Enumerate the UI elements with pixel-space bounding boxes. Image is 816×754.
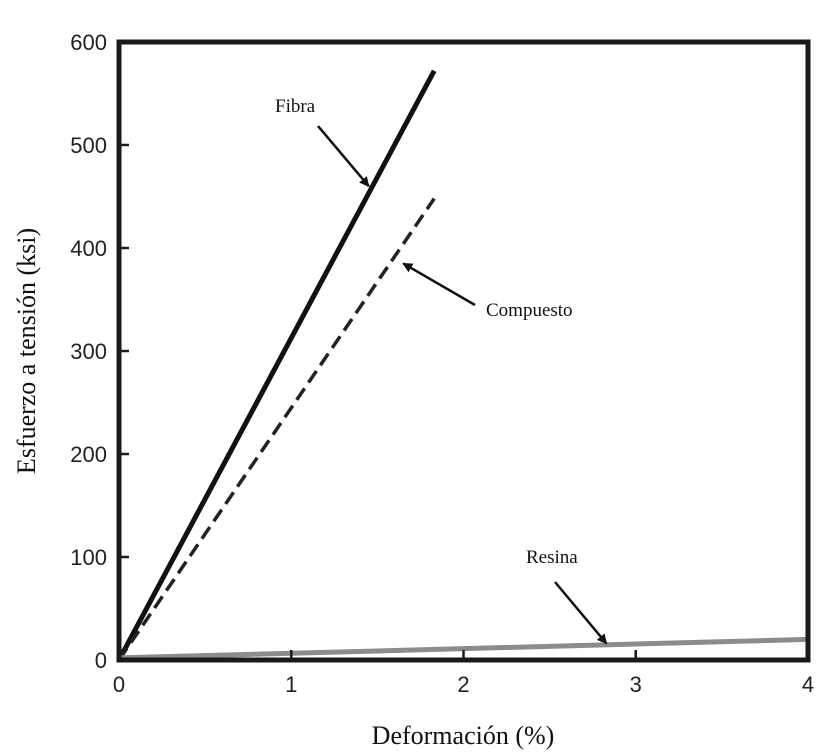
annotation-label-resina: Resina bbox=[526, 547, 578, 568]
series-line-resina bbox=[118, 636, 809, 661]
x-tick-label: 0 bbox=[113, 672, 125, 697]
y-tick-label: 400 bbox=[70, 236, 107, 261]
y-tick-label: 300 bbox=[70, 339, 107, 364]
annotation-arrow-compuesto bbox=[402, 262, 476, 307]
x-tick-label: 3 bbox=[630, 672, 642, 697]
plot-frame bbox=[116, 39, 811, 663]
y-tick-label: 500 bbox=[70, 133, 107, 158]
series-line-compuesto bbox=[117, 197, 436, 661]
x-axis-title: Deformación (%) bbox=[372, 721, 555, 750]
y-tick-label: 0 bbox=[95, 648, 107, 673]
y-axis-title: Esfuerzo a tensión (ksi) bbox=[12, 228, 41, 474]
annotation-arrow-resina bbox=[554, 581, 608, 645]
x-tick-label: 4 bbox=[802, 672, 814, 697]
y-tick-label: 200 bbox=[70, 442, 107, 467]
annotation-label-compuesto: Compuesto bbox=[486, 300, 573, 321]
y-tick-label: 600 bbox=[70, 30, 107, 55]
x-tick-label: 1 bbox=[285, 672, 297, 697]
annotation-label-fibra: Fibra bbox=[275, 96, 316, 117]
y-tick-label: 100 bbox=[70, 545, 107, 570]
x-tick-label: 2 bbox=[457, 672, 469, 697]
annotation-arrow-fibra bbox=[317, 125, 370, 188]
series-line-fibra bbox=[116, 69, 437, 662]
